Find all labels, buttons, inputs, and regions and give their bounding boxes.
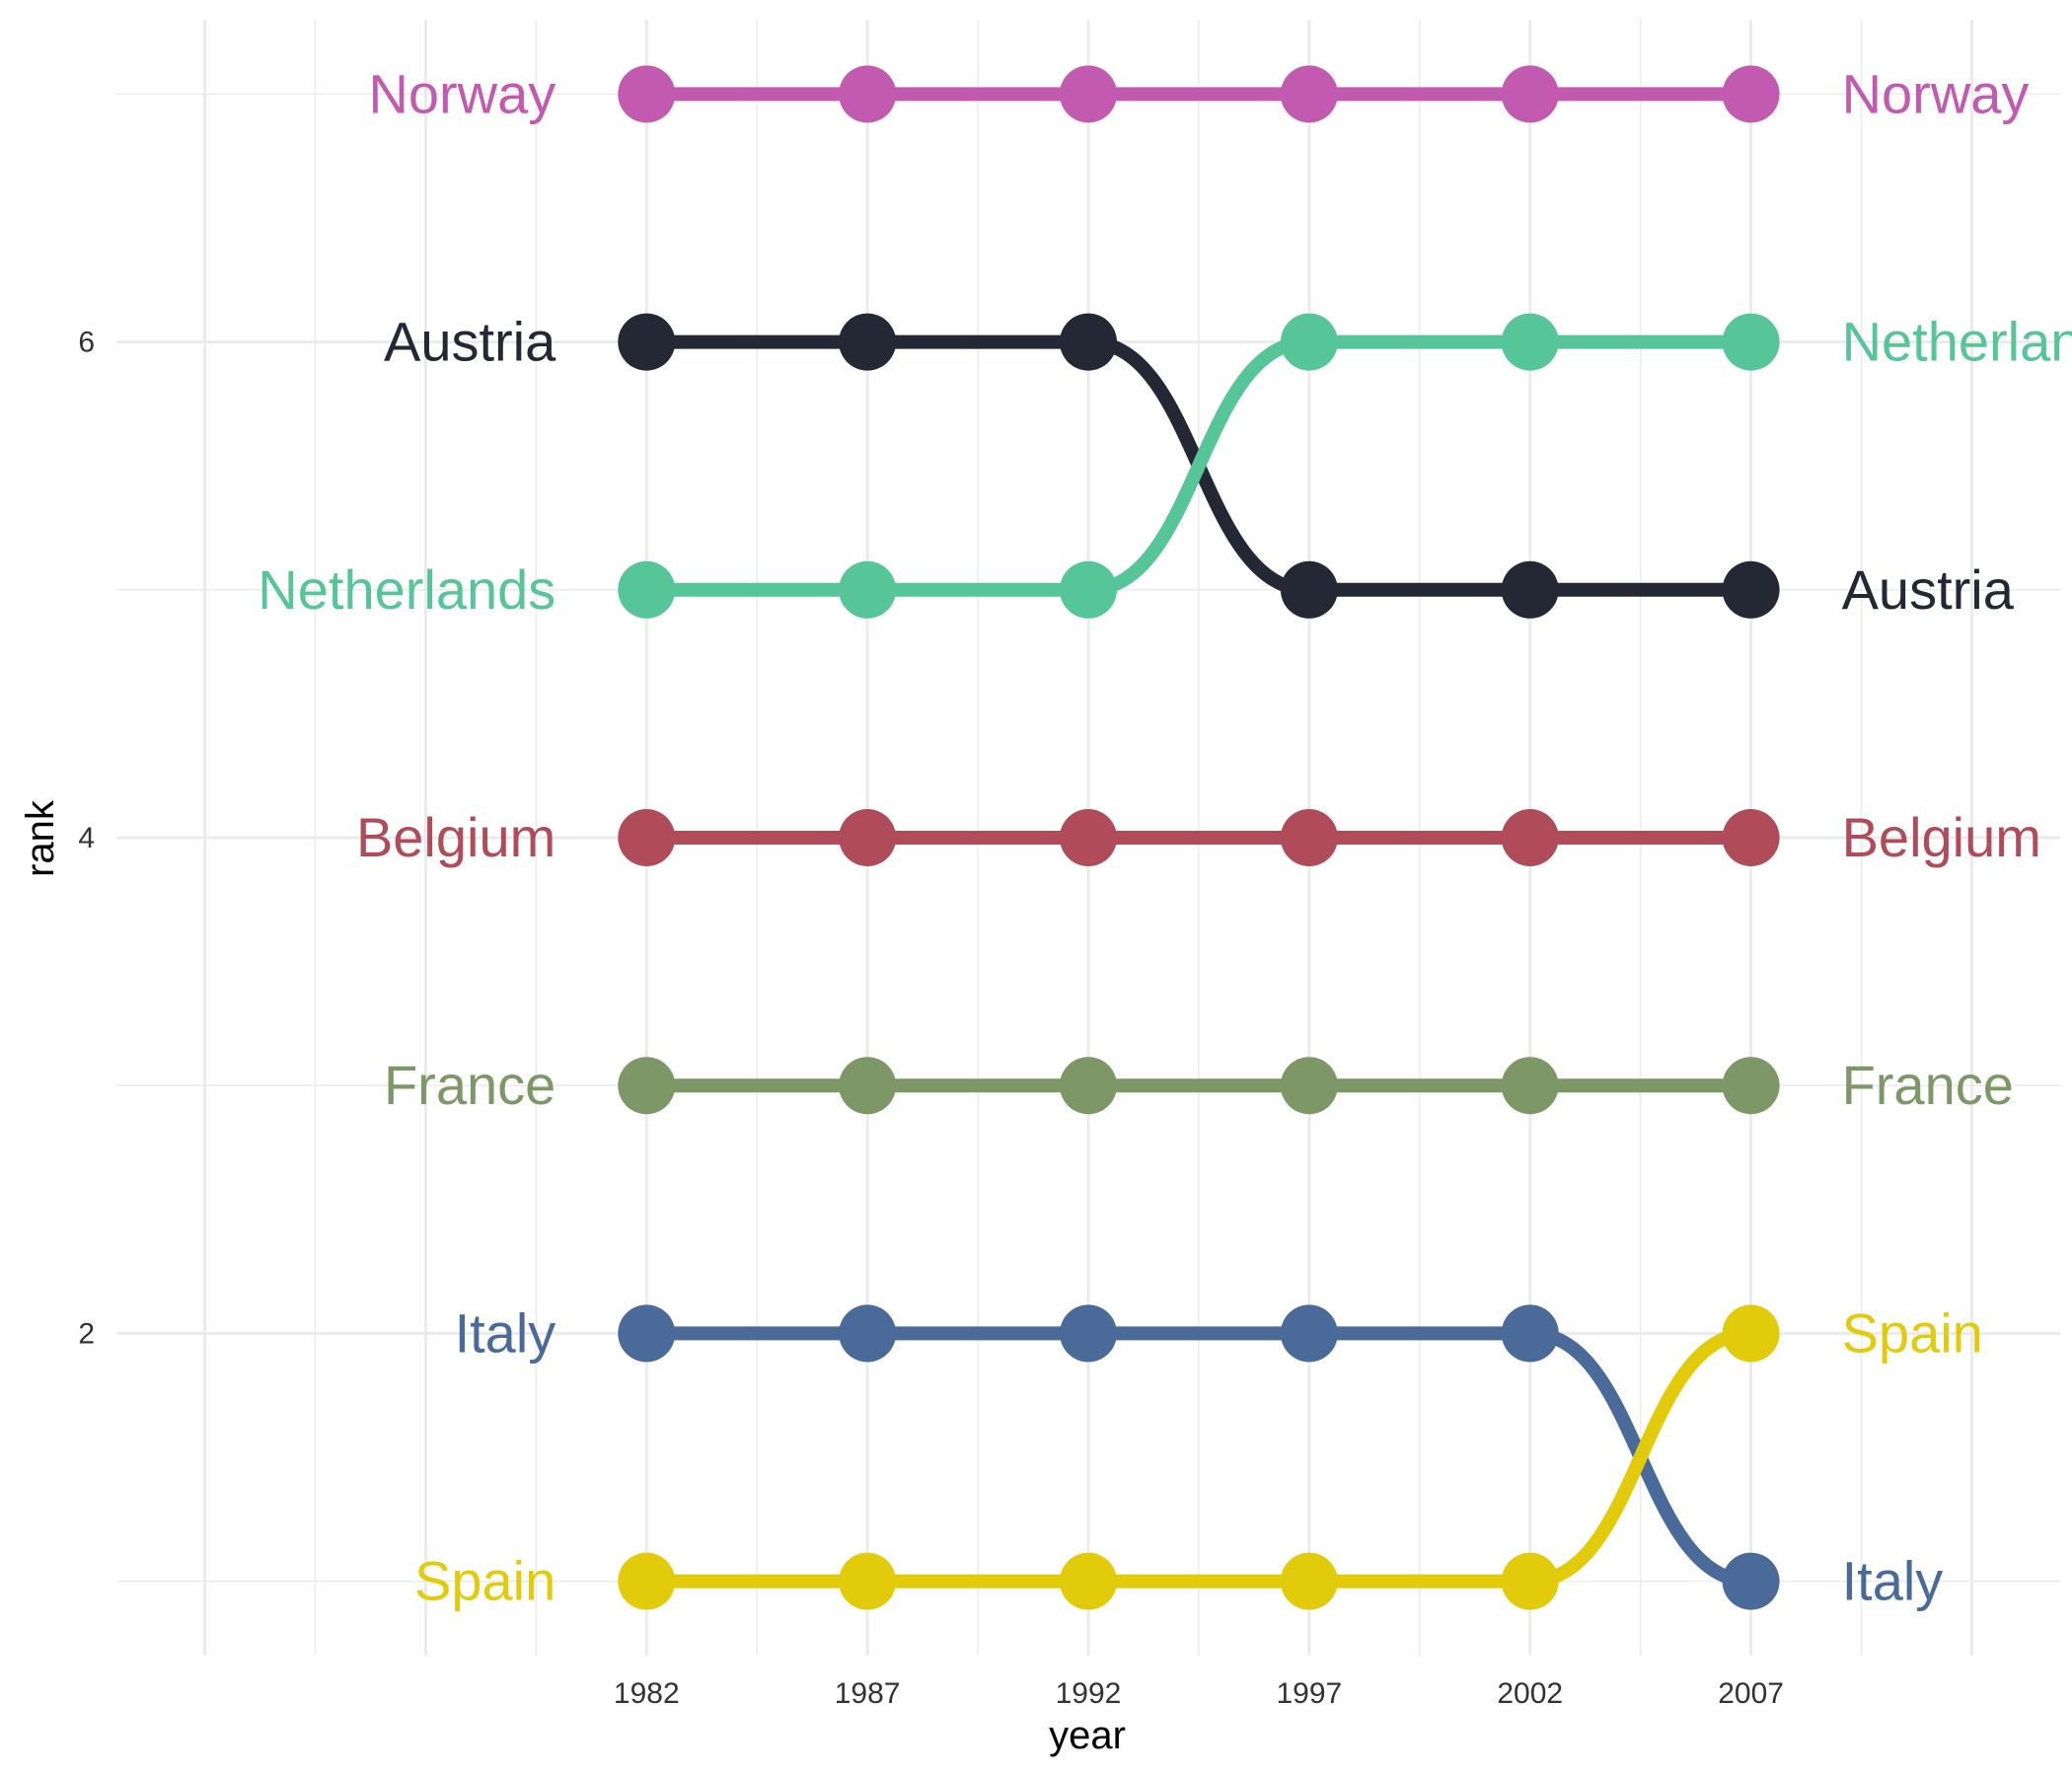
point-italy-1997 (1280, 1304, 1338, 1363)
point-italy-1987 (839, 1304, 897, 1363)
x-tick-label: 1982 (614, 1677, 680, 1710)
x-axis-title: year (1049, 1714, 1126, 1757)
point-france-2007 (1722, 1057, 1780, 1115)
y-axis-title: rank (19, 799, 62, 877)
point-italy-2002 (1501, 1304, 1559, 1363)
point-austria-1982 (618, 313, 676, 371)
point-italy-2007 (1722, 1552, 1780, 1610)
point-netherlands-1987 (839, 560, 897, 619)
point-norway-2007 (1722, 65, 1780, 123)
point-belgium-1982 (618, 809, 676, 866)
series-points (618, 65, 1780, 1610)
x-tick-label: 1997 (1276, 1677, 1342, 1710)
point-spain-2007 (1722, 1304, 1780, 1363)
point-austria-1997 (1280, 560, 1338, 619)
label-right-belgium: Belgium (1842, 806, 2041, 868)
point-netherlands-1982 (618, 560, 676, 619)
point-spain-1982 (618, 1552, 676, 1610)
point-netherlands-2007 (1722, 313, 1780, 371)
point-spain-1987 (839, 1552, 897, 1610)
point-norway-1997 (1280, 65, 1338, 123)
x-tick-label: 1987 (835, 1677, 901, 1710)
label-left-france: France (384, 1054, 555, 1116)
label-right-austria: Austria (1842, 558, 2015, 621)
point-belgium-1987 (839, 809, 897, 866)
point-netherlands-1997 (1280, 313, 1338, 371)
point-france-1997 (1280, 1057, 1338, 1115)
point-norway-1982 (618, 65, 676, 123)
y-tick-label: 4 (78, 822, 95, 854)
label-right-france: France (1842, 1054, 2014, 1116)
y-axis-ticks: 2 4 6 (78, 327, 95, 1351)
point-norway-1992 (1060, 65, 1117, 123)
label-left-belgium: Belgium (356, 806, 555, 868)
label-right-norway: Norway (1842, 62, 2030, 124)
point-norway-2002 (1501, 65, 1559, 123)
x-tick-label: 1992 (1056, 1677, 1122, 1710)
point-france-1982 (618, 1057, 676, 1115)
point-austria-2002 (1501, 560, 1559, 619)
point-austria-1987 (839, 313, 897, 371)
label-left-netherlands: Netherlands (258, 558, 555, 621)
x-axis-ticks: 1982 1987 1992 1997 2002 2007 (614, 1677, 1784, 1710)
label-left-spain: Spain (414, 1550, 555, 1612)
point-france-1992 (1060, 1057, 1117, 1115)
label-left-norway: Norway (368, 62, 555, 124)
point-belgium-2002 (1501, 809, 1559, 866)
right-country-labels: Norway Austria Netherlands Belgium France Ita… (1842, 62, 2072, 1611)
point-italy-1982 (618, 1304, 676, 1363)
label-left-italy: Italy (455, 1301, 556, 1364)
point-belgium-1997 (1280, 809, 1338, 866)
point-netherlands-1992 (1060, 560, 1117, 619)
point-spain-1997 (1280, 1552, 1338, 1610)
point-belgium-2007 (1722, 809, 1780, 866)
point-austria-1992 (1060, 313, 1117, 371)
label-left-austria: Austria (384, 311, 556, 373)
point-norway-1987 (839, 65, 897, 123)
point-netherlands-2002 (1501, 313, 1559, 371)
point-france-2002 (1501, 1057, 1559, 1115)
y-tick-label: 2 (78, 1317, 95, 1350)
x-tick-label: 2007 (1718, 1677, 1784, 1710)
x-tick-label: 2002 (1497, 1677, 1563, 1710)
point-spain-1992 (1060, 1552, 1117, 1610)
point-spain-2002 (1501, 1552, 1559, 1610)
label-right-netherlands: Netherlands (1842, 311, 2072, 373)
point-austria-2007 (1722, 560, 1780, 619)
label-right-spain: Spain (1842, 1301, 1983, 1364)
left-country-labels: Norway Austria Netherlands Belgium France Ita… (258, 62, 556, 1611)
point-italy-1992 (1060, 1304, 1117, 1363)
point-france-1987 (839, 1057, 897, 1115)
label-right-italy: Italy (1842, 1550, 1944, 1612)
y-tick-label: 6 (78, 327, 95, 359)
point-belgium-1992 (1060, 809, 1117, 866)
